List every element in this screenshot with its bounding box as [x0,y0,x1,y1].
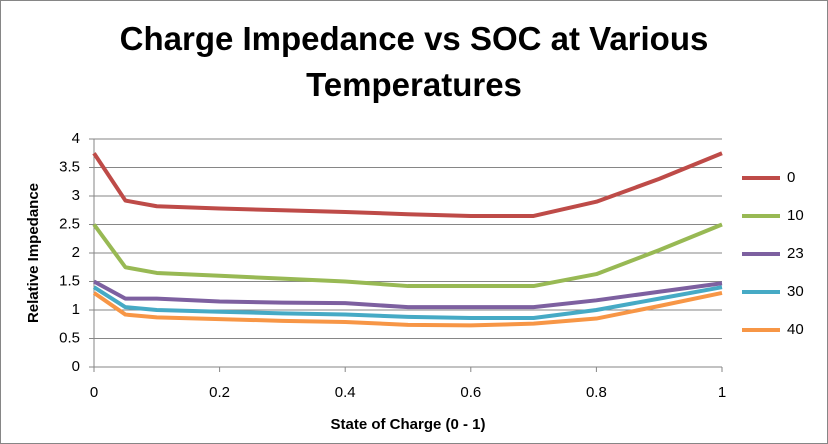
x-tick-label: 1 [718,384,726,401]
y-axis-title: Relative Impedance [25,183,42,323]
x-tick-label: 0.2 [209,384,230,401]
y-tick-label: 2.5 [59,215,80,232]
chart-title: Charge Impedance vs SOC at Various Tempe… [119,20,709,103]
y-tick-label: 1.5 [59,272,80,289]
x-axis-title: State of Charge (0 - 1) [330,416,485,433]
y-tick-label: 4 [72,130,80,147]
y-tick-label: 1 [72,301,80,318]
x-tick-label: 0.6 [460,384,481,401]
series-line [93,279,723,310]
series-line [92,222,723,289]
series-line [92,285,723,320]
legend-label: 40 [787,321,804,338]
legend-label: 23 [787,245,804,262]
legend-label: 0 [787,169,795,186]
y-tick-label: 3.5 [59,158,80,175]
y-tick-label: 0 [72,358,80,375]
x-tick-label: 0.4 [335,384,356,401]
y-tick-label: 0.5 [59,329,80,346]
y-tick-label: 2 [72,244,80,261]
legend-label: 30 [787,283,804,300]
x-tick-label: 0.8 [586,384,607,401]
x-tick-label: 0 [90,384,98,401]
series-line [92,151,723,218]
legend-label: 10 [787,207,804,224]
series-line [92,290,723,328]
y-tick-label: 3 [72,187,80,204]
